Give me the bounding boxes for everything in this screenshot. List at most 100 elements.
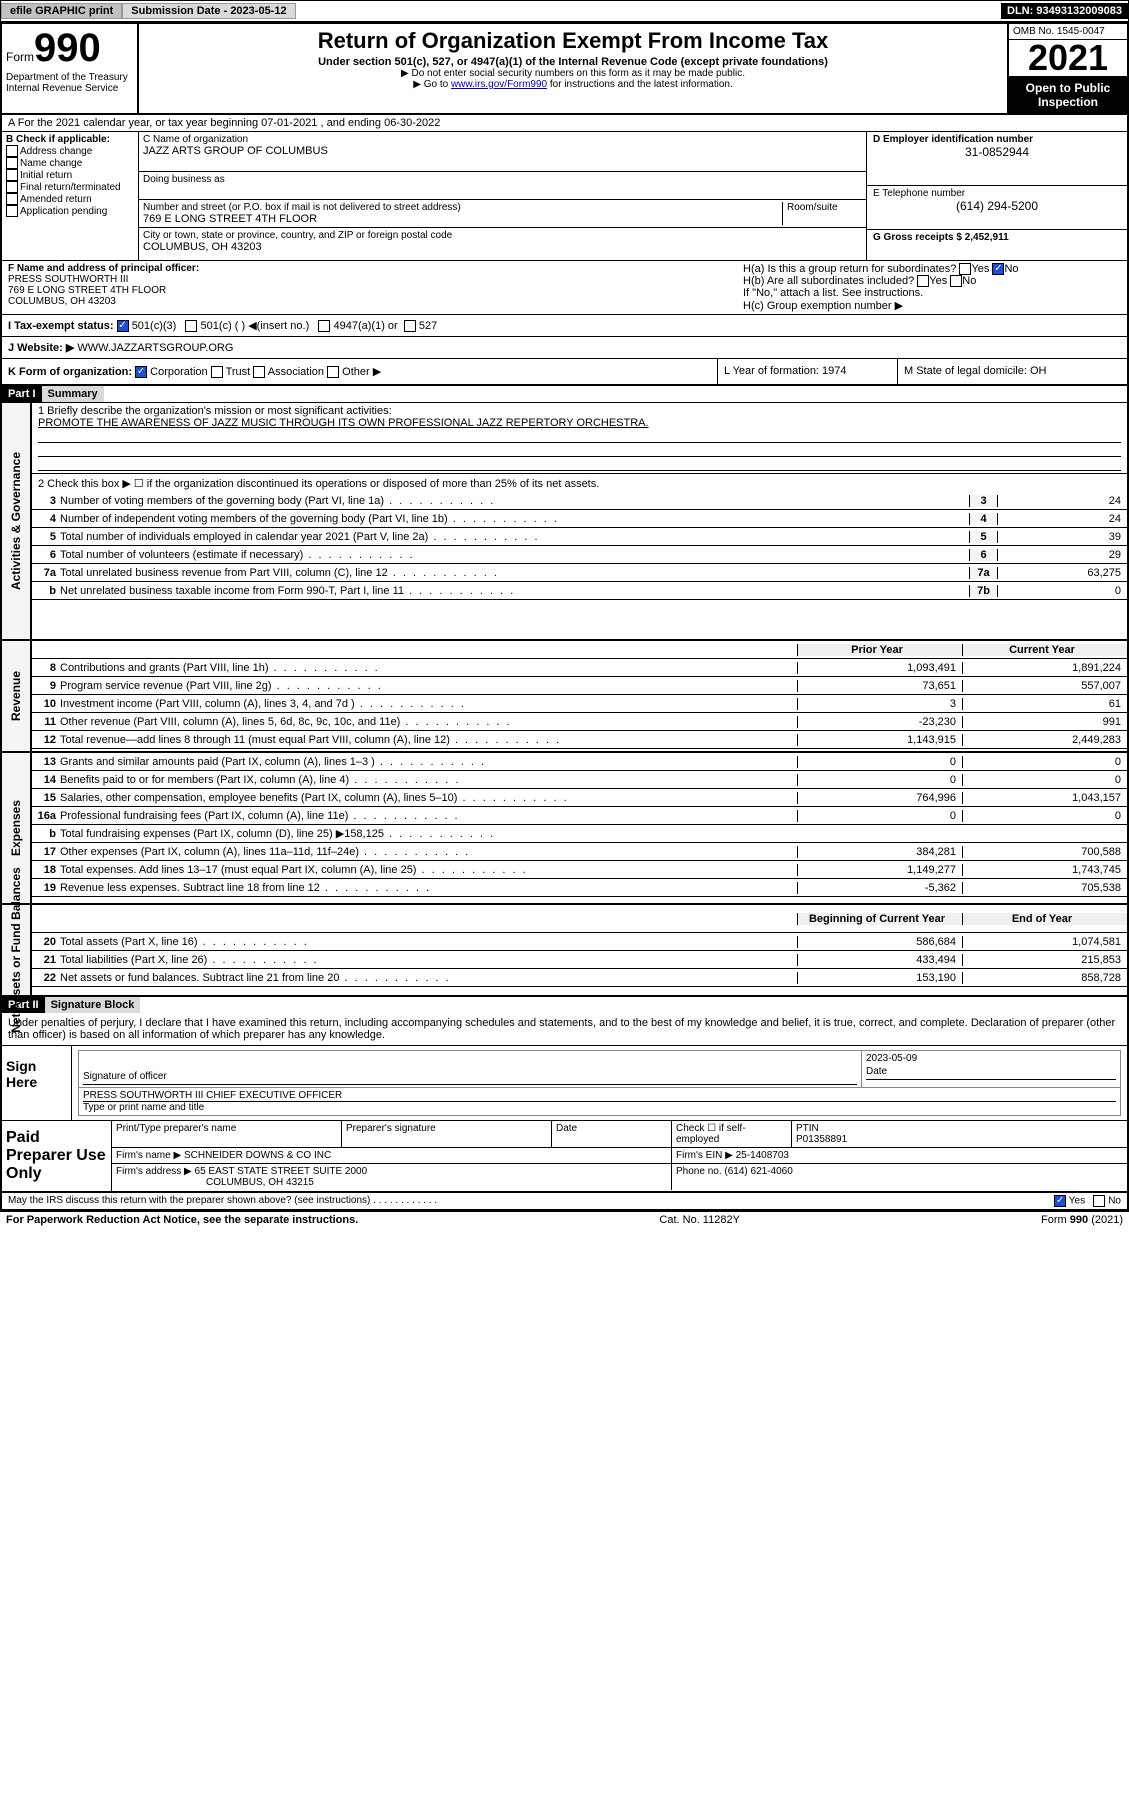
chk-501c3[interactable] <box>117 320 129 332</box>
part1: Part ISummary Activities & Governance 1 … <box>2 386 1127 997</box>
ptin-value: P01358891 <box>796 1134 847 1145</box>
h-block: H(a) Is this a group return for subordin… <box>737 261 1127 314</box>
officer-city: COLUMBUS, OH 43203 <box>8 296 731 307</box>
b-label: B Check if applicable: <box>6 134 134 145</box>
summary-line: bTotal fundraising expenses (Part IX, co… <box>32 825 1127 843</box>
i-o3: 4947(a)(1) or <box>334 320 398 332</box>
summary-line: 9Program service revenue (Part VIII, lin… <box>32 677 1127 695</box>
chk-ha-no[interactable] <box>992 263 1004 275</box>
chk-501c[interactable] <box>185 320 197 332</box>
row-k: K Form of organization: Corporation Trus… <box>2 359 1127 386</box>
summary-line: 6Total number of volunteers (estimate if… <box>32 546 1127 564</box>
dba-label: Doing business as <box>143 174 225 185</box>
chk-name-change[interactable] <box>6 157 18 169</box>
subtitle-3: ▶ Go to www.irs.gov/Form990 for instruct… <box>145 79 1001 90</box>
firm-addr-l: Firm's address ▶ <box>116 1166 192 1177</box>
l1-label: 1 Briefly describe the organization's mi… <box>38 405 1121 417</box>
firm-city: COLUMBUS, OH 43215 <box>116 1177 314 1188</box>
opt-amended: Amended return <box>20 194 92 205</box>
summary-line: 21Total liabilities (Part X, line 26) 43… <box>32 951 1127 969</box>
chk-pending[interactable] <box>6 205 18 217</box>
chk-hb-yes[interactable] <box>917 275 929 287</box>
summary-line: 10Investment income (Part VIII, column (… <box>32 695 1127 713</box>
chk-other[interactable] <box>327 366 339 378</box>
sub3-pre: ▶ Go to <box>413 79 451 90</box>
irs-link[interactable]: www.irs.gov/Form990 <box>451 79 547 90</box>
opt-initial: Initial return <box>20 170 72 181</box>
chk-4947[interactable] <box>318 320 330 332</box>
opt-name: Name change <box>20 158 82 169</box>
may-discuss: May the IRS discuss this return with the… <box>8 1195 370 1206</box>
chk-ha-yes[interactable] <box>959 263 971 275</box>
f-label: F Name and address of principal officer: <box>8 263 731 274</box>
chk-assoc[interactable] <box>253 366 265 378</box>
summary-line: 3Number of voting members of the governi… <box>32 492 1127 510</box>
top-bar: efile GRAPHIC print Submission Date - 20… <box>0 0 1129 22</box>
subtitle-2: ▶ Do not enter social security numbers o… <box>145 68 1001 79</box>
chk-corp[interactable] <box>135 366 147 378</box>
firm-ein-l: Firm's EIN ▶ <box>676 1150 733 1161</box>
mission-text: PROMOTE THE AWARENESS OF JAZZ MUSIC THRO… <box>38 417 1121 429</box>
city-value: COLUMBUS, OH 43203 <box>143 241 262 253</box>
chk-may-no[interactable] <box>1093 1195 1105 1207</box>
chk-amended[interactable] <box>6 193 18 205</box>
open-inspection: Open to Public Inspection <box>1009 76 1127 113</box>
cat-no: Cat. No. 11282Y <box>358 1214 1041 1226</box>
h-c: H(c) Group exemption number ▶ <box>743 299 1121 312</box>
tax-year: 2021 <box>1009 40 1127 76</box>
sig-date-label: Date <box>866 1064 1116 1080</box>
phone-value: (614) 294-5200 <box>873 199 1121 213</box>
form-title-block: Return of Organization Exempt From Incom… <box>139 24 1007 113</box>
summary-line: 13Grants and similar amounts paid (Part … <box>32 753 1127 771</box>
firm-phone: (614) 621-4060 <box>724 1166 792 1177</box>
summary-line: 12Total revenue—add lines 8 through 11 (… <box>32 731 1127 749</box>
i-label: I Tax-exempt status: <box>8 320 114 332</box>
officer-name: PRESS SOUTHWORTH III <box>8 274 731 285</box>
pra-notice: For Paperwork Reduction Act Notice, see … <box>6 1214 358 1226</box>
sig-name: PRESS SOUTHWORTH III CHIEF EXECUTIVE OFF… <box>83 1090 1116 1101</box>
chk-final[interactable] <box>6 181 18 193</box>
i-o1: 501(c)(3) <box>132 320 177 332</box>
ein-value: 31-0852944 <box>873 145 1121 159</box>
chk-hb-no[interactable] <box>950 275 962 287</box>
part1-hdr: Part I <box>2 386 42 402</box>
chk-may-yes[interactable] <box>1054 1195 1066 1207</box>
ein-label: D Employer identification number <box>873 134 1121 145</box>
sig-officer-label: Signature of officer <box>83 1069 857 1085</box>
may-no: No <box>1108 1196 1121 1207</box>
prep-check: Check ☐ if self-employed <box>672 1121 792 1147</box>
summary-line: 14Benefits paid to or for members (Part … <box>32 771 1127 789</box>
form-container: Form990 Department of the Treasury Inter… <box>0 22 1129 1212</box>
j-label: J Website: ▶ <box>8 342 74 354</box>
k-label: K Form of organization: <box>8 366 132 378</box>
street-value: 769 E LONG STREET 4TH FLOOR <box>143 213 317 225</box>
efile-btn[interactable]: efile GRAPHIC print <box>1 3 122 19</box>
summary-line: 18Total expenses. Add lines 13–17 (must … <box>32 861 1127 879</box>
vtab-activities: Activities & Governance <box>2 403 32 639</box>
summary-line: 11Other revenue (Part VIII, column (A), … <box>32 713 1127 731</box>
chk-address-change[interactable] <box>6 145 18 157</box>
chk-trust[interactable] <box>211 366 223 378</box>
chk-initial[interactable] <box>6 169 18 181</box>
sub3-post: for instructions and the latest informat… <box>547 79 733 90</box>
h-a: H(a) Is this a group return for subordin… <box>743 263 956 275</box>
row-j: J Website: ▶ WWW.JAZZARTSGROUP.ORG <box>2 337 1127 359</box>
form-990-box: Form990 Department of the Treasury Inter… <box>2 24 139 113</box>
part1-title: Summary <box>42 386 104 402</box>
opt-pending: Application pending <box>20 206 107 217</box>
hdr-prior: Prior Year <box>797 644 962 656</box>
hb-note: If "No," attach a list. See instructions… <box>743 287 1121 299</box>
k-o3: Association <box>268 366 324 378</box>
sig-date-val: 2023-05-09 <box>866 1053 1116 1064</box>
hdr-curr: Current Year <box>962 644 1127 656</box>
col-b-checkboxes: B Check if applicable: Address change Na… <box>2 132 139 260</box>
part2: Part IISignature Block Under penalties o… <box>2 997 1127 1210</box>
sign-here: Sign Here <box>2 1046 72 1120</box>
opt-address: Address change <box>20 146 92 157</box>
org-name: JAZZ ARTS GROUP OF COLUMBUS <box>143 145 328 157</box>
submission-date: Submission Date - 2023-05-12 <box>122 3 295 19</box>
dln: DLN: 93493132009083 <box>1001 3 1128 19</box>
chk-527[interactable] <box>404 320 416 332</box>
right-header: OMB No. 1545-0047 2021 Open to Public In… <box>1007 24 1127 113</box>
i-o2: 501(c) ( ) ◀(insert no.) <box>201 320 310 332</box>
